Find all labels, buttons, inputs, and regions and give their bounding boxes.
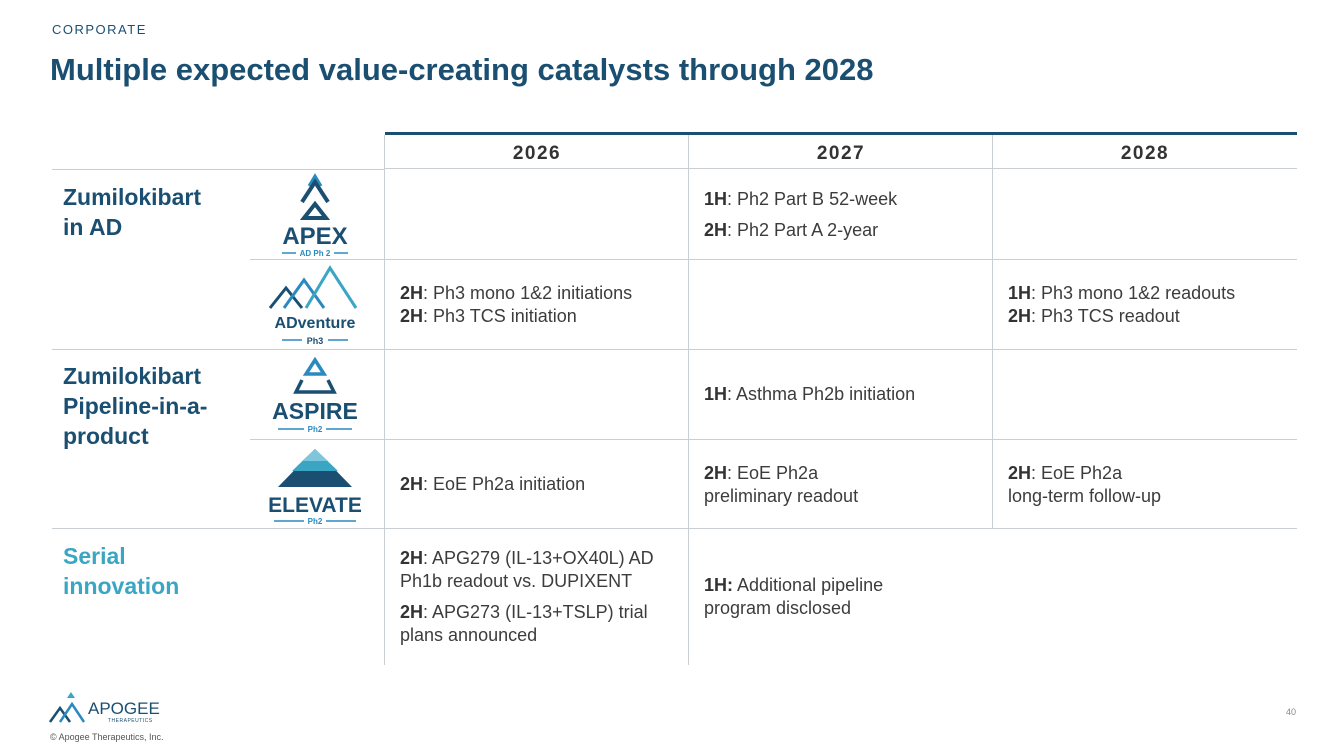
- aspire-logo: ASPIRE Ph2: [272, 356, 358, 434]
- svg-text:ASPIRE: ASPIRE: [272, 398, 358, 424]
- apex-logo: APEX AD Ph 2: [282, 173, 348, 258]
- row-divider: [52, 528, 1297, 529]
- apogee-logo: APOGEE THERAPEUTICS: [48, 692, 160, 724]
- header-divider: [385, 168, 1297, 169]
- cell-adventure-2028: 1H: Ph3 mono 1&2 readouts 2H: Ph3 TCS re…: [1008, 283, 1236, 326]
- column-header-2026: 2026: [512, 143, 562, 164]
- elevate-peak-icon: [278, 449, 352, 487]
- row-divider: [52, 349, 1297, 350]
- page-number: 40: [1286, 707, 1297, 717]
- cell-adventure-2026: 2H: Ph3 mono 1&2 initiations 2H: Ph3 TCS…: [400, 283, 633, 326]
- svg-text:APEX: APEX: [282, 223, 347, 250]
- elevate-logo: ELEVATE Ph2: [268, 449, 362, 526]
- svg-text:Ph2: Ph2: [308, 517, 323, 526]
- cell-elevate-2026: 2H: EoE Ph2a initiation: [400, 474, 586, 494]
- group-label-zumilokibart-pipeline: Zumilokibart Pipeline-in-a- product: [63, 363, 208, 449]
- row-divider: [250, 259, 1297, 260]
- table-top-rule: [385, 132, 1297, 135]
- svg-text:AD Ph 2: AD Ph 2: [300, 249, 331, 258]
- aspire-triangle-icon: [293, 356, 337, 394]
- cell-serial-2027: 1H: Additional pipeline program disclose…: [704, 575, 884, 618]
- cell-serial-2026: 2H: APG279 (IL-13+OX40L) AD Ph1b readout…: [400, 548, 654, 645]
- svg-text:Ph2: Ph2: [308, 425, 323, 434]
- cell-elevate-2027: 2H: EoE Ph2a preliminary readout: [704, 463, 859, 506]
- svg-text:Ph3: Ph3: [307, 336, 324, 346]
- column-divider: [688, 135, 689, 665]
- adventure-logo: ADventure Ph3: [268, 265, 358, 346]
- svg-text:ADventure: ADventure: [275, 315, 356, 332]
- column-header-2028: 2028: [1120, 143, 1170, 164]
- column-header-2027: 2027: [816, 143, 866, 164]
- row-divider: [52, 169, 385, 170]
- svg-text:APOGEE: APOGEE: [88, 699, 160, 718]
- column-divider: [384, 135, 385, 665]
- svg-text:ELEVATE: ELEVATE: [268, 494, 362, 517]
- group-label-serial-innovation: Serial innovation: [63, 543, 180, 599]
- apex-mountain-icon: [299, 173, 331, 220]
- cell-elevate-2028: 2H: EoE Ph2a long-term follow-up: [1008, 463, 1162, 506]
- copyright-text: © Apogee Therapeutics, Inc.: [50, 732, 164, 742]
- cell-apex-2027: 1H: Ph2 Part B 52-week 2H: Ph2 Part A 2-…: [704, 189, 898, 240]
- cell-aspire-2027: 1H: Asthma Ph2b initiation: [704, 384, 916, 404]
- row-divider: [250, 439, 1297, 440]
- apogee-mountain-icon: [48, 692, 86, 723]
- adventure-mountains-icon: [268, 265, 358, 309]
- group-label-zumilokibart-ad: Zumilokibart in AD: [63, 184, 202, 240]
- section-label: CORPORATE: [52, 22, 147, 37]
- column-divider: [992, 135, 993, 529]
- page-title: Multiple expected value-creating catalys…: [50, 52, 874, 87]
- svg-text:THERAPEUTICS: THERAPEUTICS: [108, 718, 153, 724]
